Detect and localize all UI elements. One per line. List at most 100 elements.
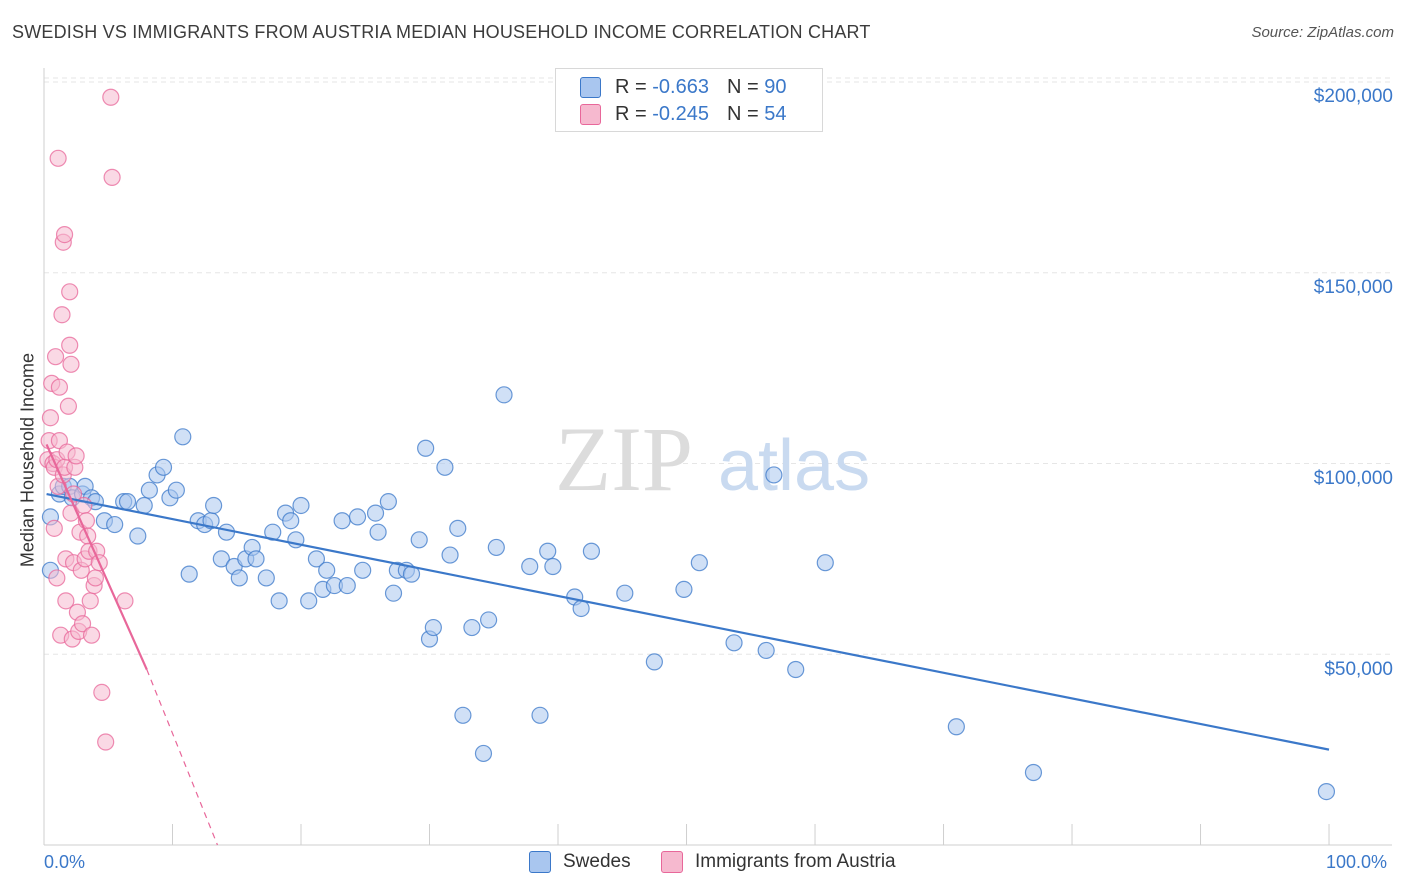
- y-tick-label: $200,000: [1313, 86, 1393, 107]
- swedes-swatch: [580, 76, 601, 98]
- y-tick-label: $100,000: [1313, 468, 1393, 489]
- austria-point: [48, 569, 66, 587]
- swedes-point: [675, 580, 693, 598]
- austria-point: [59, 397, 78, 415]
- swedes-point: [217, 523, 236, 541]
- swedes-point: [167, 481, 185, 499]
- swedes-point: [384, 584, 403, 602]
- swedes-point: [572, 599, 590, 618]
- swedes-point: [449, 519, 467, 537]
- swedes-point: [454, 706, 472, 724]
- swedes-point: [292, 496, 310, 515]
- correlation-legend: R = -0.663 N = 90 R = -0.245 N = 54: [555, 68, 823, 132]
- x-tick-label-max: 100.0%: [1326, 852, 1388, 872]
- swedes-point: [787, 660, 805, 679]
- swedes-point: [645, 653, 663, 671]
- swedes-point: [230, 569, 248, 587]
- austria-point: [50, 378, 69, 396]
- swedes-point: [1317, 782, 1336, 801]
- swedes-point: [757, 641, 775, 660]
- swedes-point: [106, 515, 124, 534]
- swedes-point: [417, 439, 435, 457]
- swedes-point: [424, 618, 442, 637]
- swedes-point: [521, 557, 539, 576]
- austria-point: [103, 168, 121, 186]
- legend-row-swedes: R = -0.663 N = 90: [580, 74, 786, 100]
- austria-point: [97, 733, 115, 751]
- y-tick-label: $50,000: [1324, 659, 1393, 680]
- swedes-point: [816, 554, 834, 572]
- swedes-point: [257, 569, 275, 587]
- n-label: N =: [726, 75, 759, 98]
- austria-point: [102, 88, 120, 106]
- swedes-point: [690, 554, 708, 572]
- n-label: N =: [726, 102, 759, 125]
- swedes-point: [410, 531, 428, 549]
- swedes-point: [544, 557, 562, 576]
- watermark-zip: ZIP: [555, 408, 693, 510]
- watermark-atlas: atlas: [718, 426, 870, 506]
- source-label: Source: ZipAtlas.com: [1251, 24, 1394, 41]
- swedes-point: [140, 481, 158, 499]
- swedes-point: [118, 493, 137, 511]
- swedes-point: [300, 592, 318, 610]
- legend-label: Immigrants from Austria: [695, 851, 896, 872]
- austria-trend-extension: [146, 669, 219, 846]
- swedes-point: [366, 504, 385, 522]
- swedes-trend-line: [46, 492, 1330, 751]
- swedes-point: [135, 496, 153, 515]
- austria-point: [81, 592, 99, 610]
- r-value: -0.245: [652, 102, 709, 125]
- swedes-point: [205, 496, 223, 515]
- swedes-point: [582, 542, 601, 560]
- swedes-point: [348, 508, 367, 526]
- r-value: -0.663: [652, 75, 709, 98]
- swedes-point: [495, 386, 513, 404]
- swedes-point: [338, 576, 356, 595]
- swedes-point: [379, 493, 397, 511]
- r-label: R =: [615, 75, 647, 98]
- austria-point: [53, 306, 71, 324]
- swedes-legend-swatch: [529, 851, 551, 873]
- austria-legend-swatch: [661, 851, 683, 873]
- swedes-point: [318, 561, 336, 579]
- swedes-point: [354, 561, 372, 579]
- n-value: 90: [764, 75, 787, 98]
- r-label: R =: [615, 102, 647, 125]
- austria-point: [61, 283, 79, 301]
- legend-label: Swedes: [563, 851, 631, 872]
- swedes-point: [947, 718, 965, 736]
- austria-point: [46, 348, 65, 366]
- swedes-point: [765, 466, 783, 484]
- swedes-point: [539, 542, 557, 560]
- swedes-point: [480, 611, 498, 629]
- swedes-point: [369, 523, 387, 541]
- austria-point: [82, 626, 101, 644]
- swedes-point: [436, 458, 454, 476]
- swedes-point: [531, 706, 549, 724]
- swedes-point: [282, 512, 300, 530]
- austria-point: [62, 355, 80, 373]
- austria-point: [93, 683, 111, 702]
- legend-row-austria: R = -0.245 N = 54: [580, 101, 786, 127]
- swedes-point: [247, 550, 265, 568]
- swedes-point: [725, 634, 743, 652]
- swedes-point: [474, 744, 493, 763]
- legend-item-austria: Immigrants from Austria: [661, 851, 896, 873]
- swedes-point: [1024, 763, 1043, 782]
- legend-item-swedes: Swedes: [529, 851, 631, 873]
- austria-point: [73, 615, 92, 633]
- austria-point: [45, 519, 63, 537]
- swedes-point: [463, 618, 481, 637]
- swedes-point: [154, 458, 173, 476]
- swedes-point: [616, 584, 634, 602]
- austria-trend-line: [45, 443, 148, 670]
- swedes-point: [174, 428, 192, 446]
- swedes-point: [487, 538, 505, 557]
- swedes-point: [441, 546, 459, 564]
- swedes-point: [270, 592, 288, 610]
- x-tick-label-min: 0.0%: [44, 852, 86, 872]
- swedes-point: [333, 512, 351, 530]
- series-legend: Swedes Immigrants from Austria: [0, 851, 1406, 879]
